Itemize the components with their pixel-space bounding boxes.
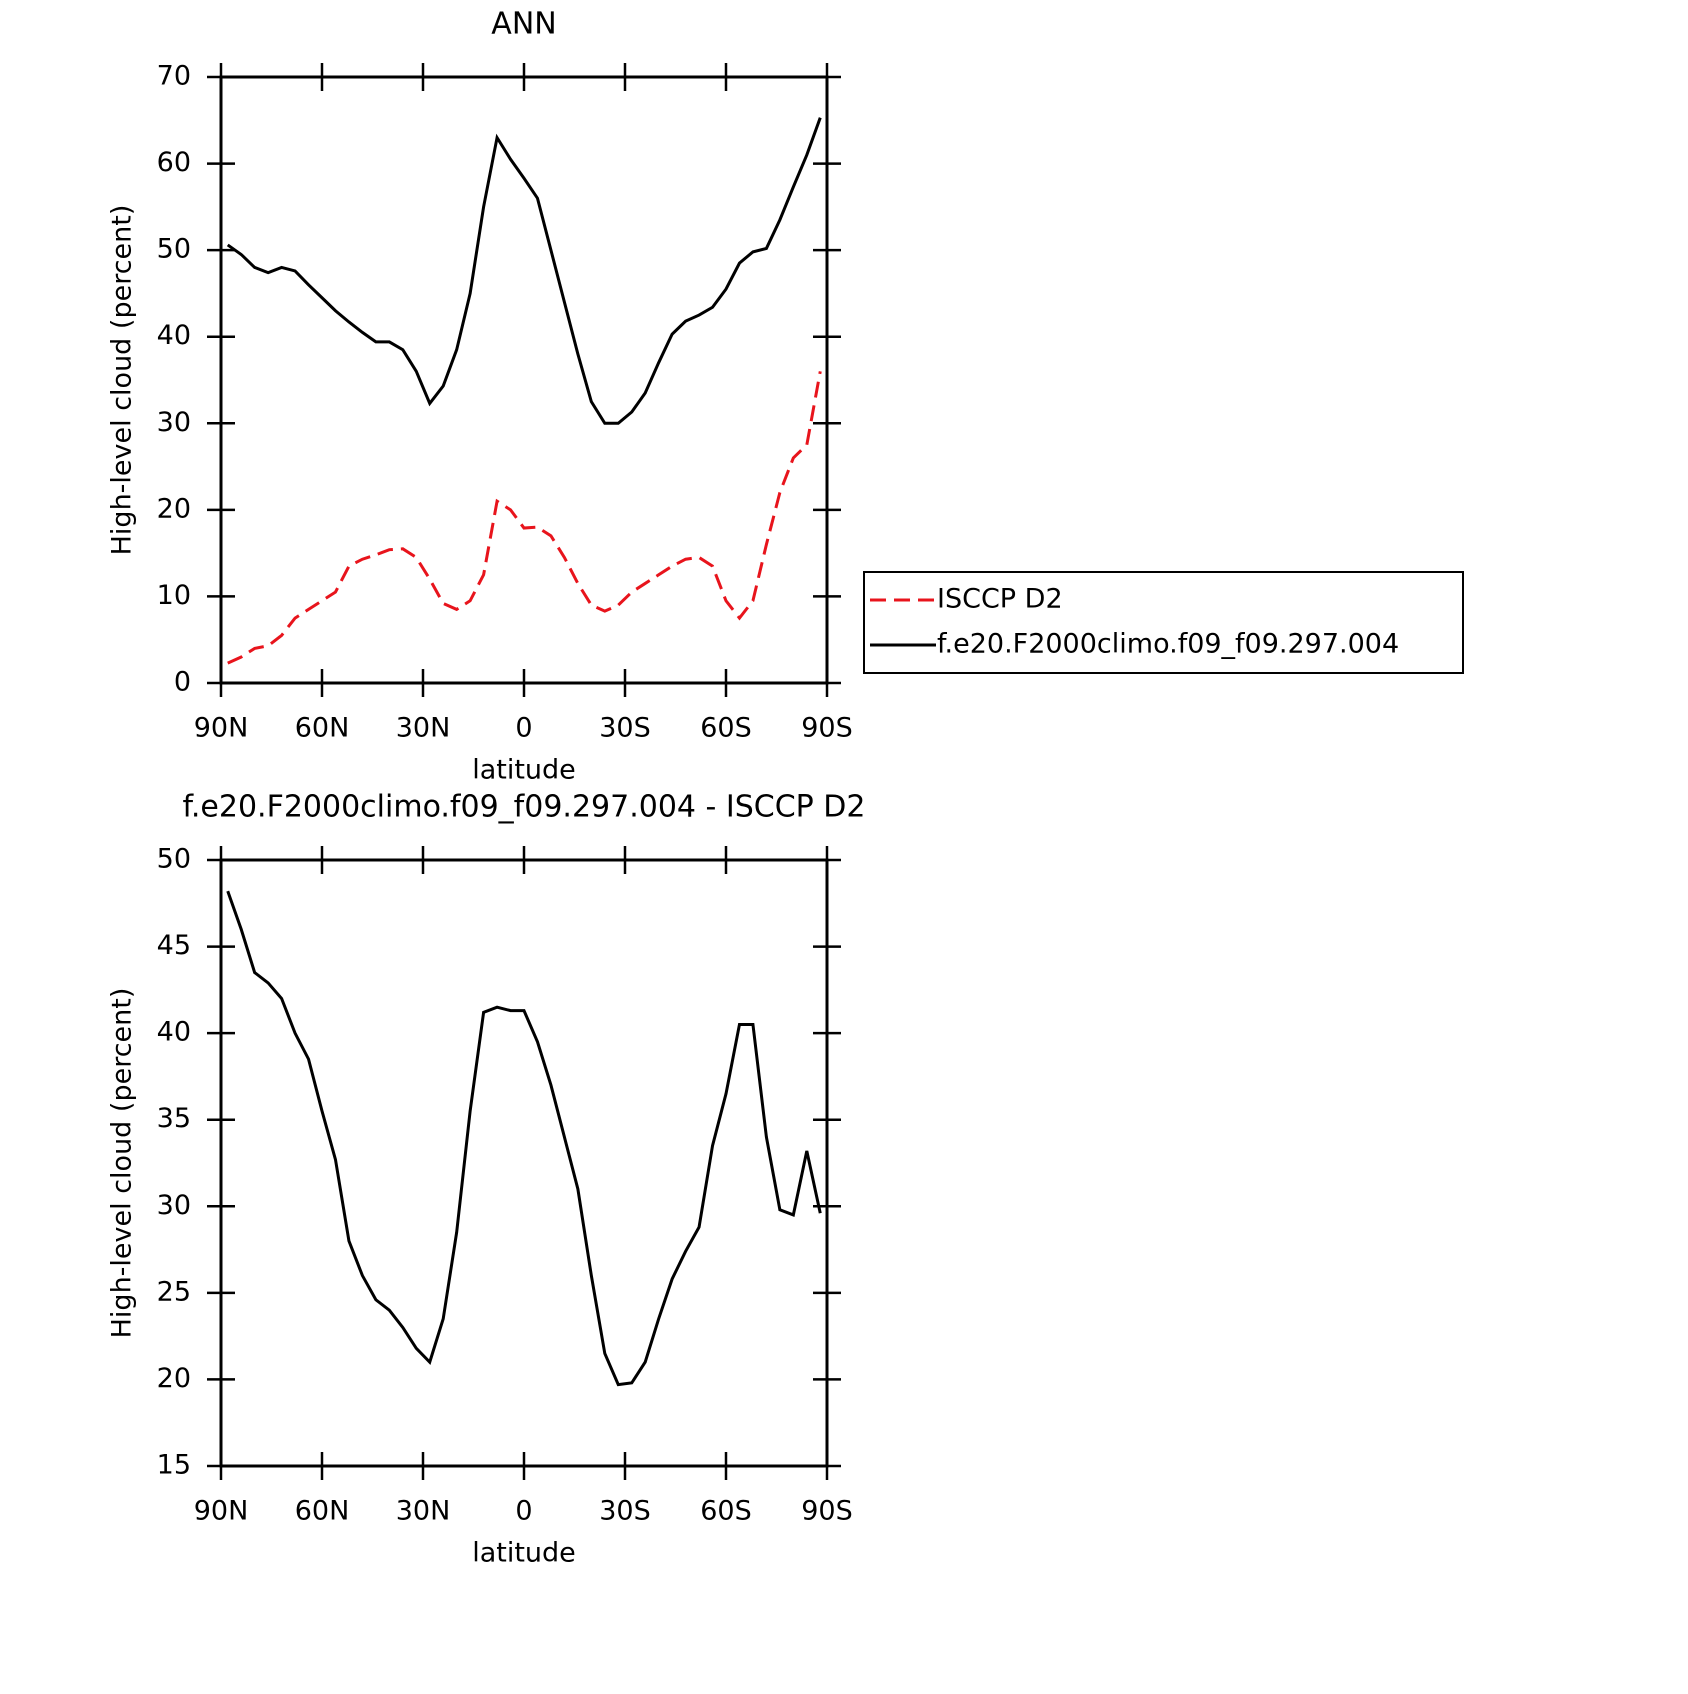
x-tick-label: 60N bbox=[295, 1496, 350, 1527]
y-tick-label: 20 bbox=[157, 1363, 191, 1394]
x-axis-label: latitude bbox=[472, 1538, 576, 1569]
y-tick-label: 0 bbox=[174, 667, 191, 698]
x-tick-label: 0 bbox=[515, 713, 532, 744]
data-line bbox=[227, 371, 822, 665]
y-axis-label: High-level cloud (percent) bbox=[107, 205, 138, 556]
y-tick-label: 15 bbox=[157, 1450, 191, 1481]
plot-frame bbox=[219, 858, 829, 1468]
legend-label: f.e20.F2000climo.f09_f09.297.004 bbox=[937, 629, 1399, 660]
y-tick-label: 45 bbox=[157, 930, 191, 961]
y-tick-label: 30 bbox=[157, 1190, 191, 1221]
y-tick-label: 70 bbox=[157, 61, 191, 92]
y-tick-label: 10 bbox=[157, 580, 191, 611]
y-tick-label: 25 bbox=[157, 1276, 191, 1307]
plot-frame bbox=[219, 75, 829, 685]
y-axis-label: High-level cloud (percent) bbox=[107, 988, 138, 1339]
x-tick-label: 90N bbox=[194, 1496, 249, 1527]
legend-label: ISCCP D2 bbox=[937, 584, 1063, 615]
x-tick-label: 90S bbox=[801, 1496, 853, 1527]
x-tick-label: 90N bbox=[194, 713, 249, 744]
y-tick-label: 60 bbox=[157, 147, 191, 178]
x-tick-label: 0 bbox=[515, 1496, 532, 1527]
data-line bbox=[226, 117, 822, 425]
y-tick-label: 40 bbox=[157, 1017, 191, 1048]
data-line bbox=[226, 890, 822, 1387]
x-axis-label: latitude bbox=[472, 755, 576, 786]
legend-box bbox=[863, 571, 1464, 674]
y-tick-label: 30 bbox=[157, 407, 191, 438]
x-tick-label: 60S bbox=[700, 713, 752, 744]
x-tick-label: 30S bbox=[599, 713, 651, 744]
y-tick-label: 50 bbox=[157, 844, 191, 875]
y-tick-label: 40 bbox=[157, 320, 191, 351]
x-tick-label: 60S bbox=[700, 1496, 752, 1527]
y-tick-label: 35 bbox=[157, 1103, 191, 1134]
y-tick-label: 50 bbox=[157, 234, 191, 265]
y-tick-label: 20 bbox=[157, 493, 191, 524]
chart-title: f.e20.F2000climo.f09_f09.297.004 - ISCCP… bbox=[183, 790, 866, 825]
x-tick-label: 30S bbox=[599, 1496, 651, 1527]
x-tick-label: 30N bbox=[396, 1496, 451, 1527]
x-tick-label: 90S bbox=[801, 713, 853, 744]
x-tick-label: 30N bbox=[396, 713, 451, 744]
x-tick-label: 60N bbox=[295, 713, 350, 744]
chart-title: ANN bbox=[491, 7, 556, 42]
